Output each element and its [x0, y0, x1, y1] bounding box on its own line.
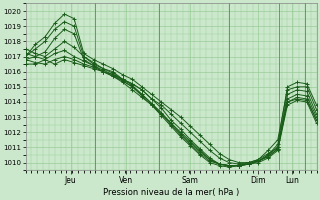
X-axis label: Pression niveau de la mer( hPa ): Pression niveau de la mer( hPa ) — [103, 188, 239, 197]
